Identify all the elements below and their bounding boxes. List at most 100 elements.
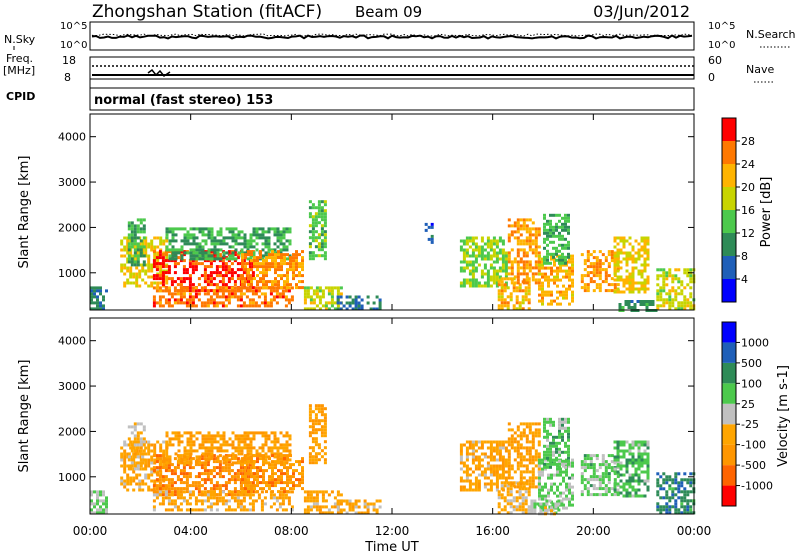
velocity-cell — [686, 505, 690, 509]
power-cell — [643, 287, 647, 291]
velocity-cell — [607, 454, 611, 458]
power-cell — [309, 286, 313, 290]
velocity-cell — [218, 484, 222, 488]
power-cell — [671, 298, 675, 302]
velocity-colorbar-tick-label: -100 — [741, 439, 766, 452]
power-cell — [203, 277, 207, 281]
velocity-cell — [530, 499, 534, 503]
velocity-cell — [616, 464, 620, 468]
velocity-cell — [191, 484, 195, 488]
power-cluster — [336, 295, 382, 311]
velocity-cell — [90, 511, 93, 515]
velocity-cell — [280, 481, 283, 485]
station-title: Zhongshan Station (fitACF) — [92, 2, 322, 22]
power-cell — [295, 283, 298, 287]
power-cell — [247, 277, 250, 281]
velocity-cell — [357, 505, 361, 509]
velocity-cell — [544, 506, 547, 510]
power-cell — [516, 224, 520, 228]
velocity-cell — [549, 459, 552, 463]
velocity-cell — [206, 505, 210, 509]
velocity-cell — [288, 443, 292, 447]
nsearch-label: N.Search — [746, 28, 796, 41]
power-cell — [179, 250, 183, 254]
power-cell — [231, 245, 235, 249]
velocity-cell — [275, 508, 279, 512]
velocity-cell — [474, 443, 478, 447]
velocity-cell — [244, 487, 247, 491]
velocity-cell — [264, 458, 268, 462]
velocity-cell — [191, 508, 195, 512]
power-cell — [138, 269, 142, 273]
power-cell — [182, 280, 186, 284]
velocity-cell — [233, 508, 237, 512]
power-cell — [308, 257, 312, 261]
power-cell — [549, 231, 552, 235]
power-cell — [564, 228, 567, 232]
power-cell — [683, 304, 687, 308]
power-cell — [637, 269, 641, 273]
velocity-cell — [138, 485, 142, 489]
power-cell — [522, 263, 526, 267]
velocity-cell — [306, 499, 310, 503]
power-cell — [541, 275, 544, 279]
power-cell — [242, 277, 246, 281]
power-cell — [537, 269, 541, 273]
nsky-series-line — [91, 34, 693, 40]
power-cell — [616, 287, 620, 291]
velocity-cell — [210, 434, 214, 438]
velocity-cell — [545, 499, 549, 503]
power-cell — [619, 239, 623, 243]
power-cell — [194, 292, 198, 296]
velocity-cell — [138, 482, 142, 486]
power-cell — [552, 228, 555, 232]
velocity-cell — [261, 443, 265, 447]
power-cell — [516, 278, 520, 282]
velocity-cell — [321, 493, 325, 497]
power-cell — [139, 230, 143, 234]
velocity-cell — [102, 508, 105, 512]
power-cell — [642, 300, 646, 303]
velocity-cell — [129, 479, 133, 483]
velocity-cell — [607, 478, 611, 482]
power-cell — [509, 295, 513, 299]
velocity-cell — [519, 452, 523, 456]
power-cell — [555, 249, 558, 253]
power-cell — [228, 257, 232, 261]
power-cell — [546, 234, 549, 238]
power-cell — [522, 266, 526, 270]
power-cell — [474, 248, 478, 252]
power-cell — [120, 266, 124, 270]
velocity-cell — [549, 441, 552, 445]
velocity-cell — [314, 413, 318, 417]
date-label: 03/Jun/2012 — [593, 2, 690, 21]
velocity-cell — [147, 485, 151, 489]
velocity-cell — [674, 493, 678, 497]
power-cell — [598, 277, 602, 281]
power-cell — [333, 301, 337, 305]
power-cell — [191, 271, 195, 275]
velocity-cell — [130, 443, 134, 447]
power-cell — [483, 257, 487, 261]
power-cell — [147, 242, 151, 246]
power-cell — [360, 298, 364, 302]
velocity-cell — [303, 499, 307, 503]
power-cell — [314, 212, 318, 216]
velocity-cell — [286, 478, 289, 482]
velocity-cell — [230, 490, 234, 494]
power-cell — [631, 266, 635, 270]
velocity-cell — [142, 440, 146, 444]
velocity-cell — [203, 454, 207, 458]
velocity-cell — [564, 420, 567, 424]
power-cell — [303, 292, 307, 296]
power-cell — [497, 280, 501, 284]
velocity-cell — [158, 484, 162, 488]
velocity-cell — [96, 511, 99, 515]
power-cell — [552, 252, 555, 256]
power-cell — [631, 254, 635, 258]
velocity-cell — [324, 505, 328, 509]
velocity-cell — [142, 452, 146, 456]
velocity-cell — [549, 453, 552, 457]
power-cell — [269, 298, 273, 302]
power-cell — [209, 265, 213, 269]
